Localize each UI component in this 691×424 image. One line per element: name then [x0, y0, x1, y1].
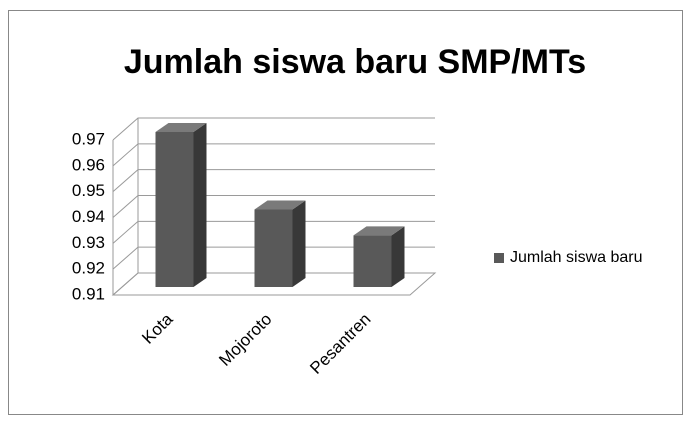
y-tick-label: 0.91 [72, 284, 105, 303]
y-tick-label: 0.93 [72, 233, 105, 252]
y-tick-label: 0.97 [72, 129, 105, 148]
bar-side [193, 123, 207, 287]
y-tick-label: 0.96 [72, 155, 105, 174]
grid-line [112, 220, 435, 244]
y-tick-label: 0.94 [72, 207, 105, 226]
bar-side [391, 226, 405, 287]
bar-front [155, 132, 194, 287]
grid-line [112, 143, 435, 167]
bar [353, 226, 405, 287]
grid-line [112, 195, 435, 218]
bar [254, 200, 306, 287]
bar-front [254, 209, 293, 287]
chart-border [8, 10, 683, 415]
grid-line [112, 272, 435, 296]
chart-title: Jumlah siswa baru SMP/MTs [124, 43, 586, 81]
bar-front [353, 235, 392, 287]
bar-top [155, 123, 207, 132]
grid-line [112, 117, 435, 141]
y-tick-label: 0.92 [72, 259, 105, 278]
legend-label: Jumlah siswa baru [510, 249, 643, 266]
bar-top [353, 226, 405, 236]
bar-top [254, 200, 306, 210]
grid-line [112, 246, 435, 270]
bar-side [292, 200, 306, 287]
grid-line [112, 169, 435, 193]
bar [155, 123, 207, 287]
y-tick-label: 0.95 [72, 181, 105, 200]
legend-swatch [494, 253, 504, 263]
